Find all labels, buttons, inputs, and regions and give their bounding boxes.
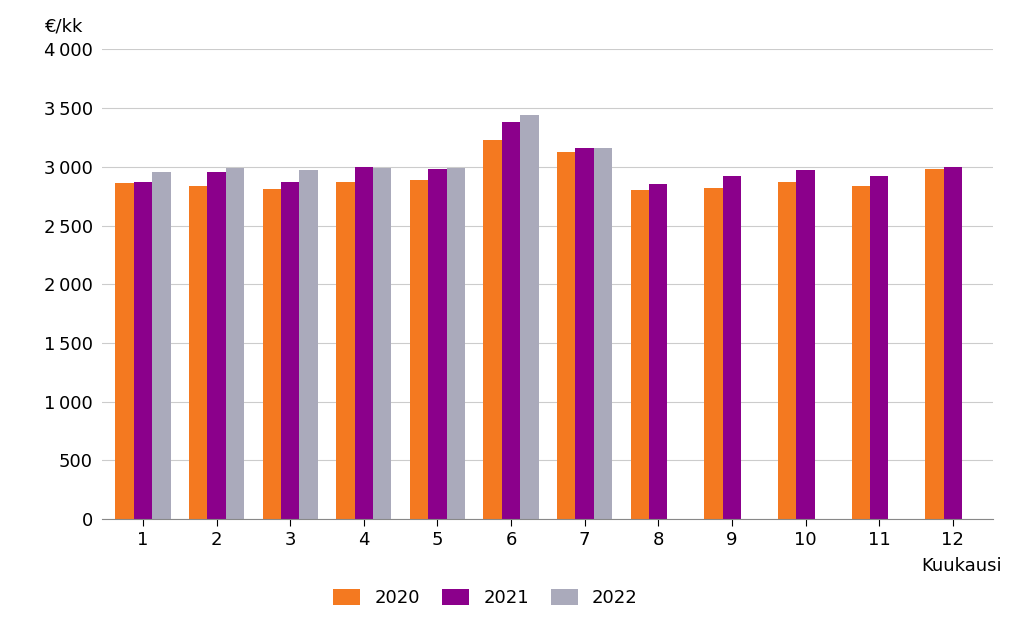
Bar xyxy=(207,172,225,519)
Bar xyxy=(943,167,962,519)
Bar xyxy=(134,182,153,519)
Bar xyxy=(483,140,502,519)
Bar xyxy=(281,182,299,519)
Bar xyxy=(705,188,723,519)
Bar xyxy=(852,185,870,519)
Bar xyxy=(778,182,797,519)
Bar xyxy=(502,122,520,519)
Bar xyxy=(336,182,354,519)
Bar xyxy=(797,171,815,519)
Bar xyxy=(575,148,594,519)
Legend: 2020, 2021, 2022: 2020, 2021, 2022 xyxy=(324,580,647,616)
Bar xyxy=(631,190,649,519)
Bar xyxy=(428,169,446,519)
Bar xyxy=(925,169,943,519)
Bar xyxy=(723,176,741,519)
Bar xyxy=(410,180,428,519)
Bar xyxy=(188,185,207,519)
Bar xyxy=(116,184,134,519)
Bar xyxy=(299,171,317,519)
Bar xyxy=(225,168,244,519)
Bar xyxy=(594,148,612,519)
Bar xyxy=(262,189,281,519)
Bar xyxy=(373,168,391,519)
Bar xyxy=(520,115,539,519)
Bar xyxy=(557,151,575,519)
Bar xyxy=(649,184,668,519)
Text: €/kk: €/kk xyxy=(44,17,83,35)
Text: Kuukausi: Kuukausi xyxy=(922,557,1002,575)
Bar xyxy=(153,172,171,519)
Bar xyxy=(446,168,465,519)
Bar xyxy=(354,167,373,519)
Bar xyxy=(870,176,889,519)
